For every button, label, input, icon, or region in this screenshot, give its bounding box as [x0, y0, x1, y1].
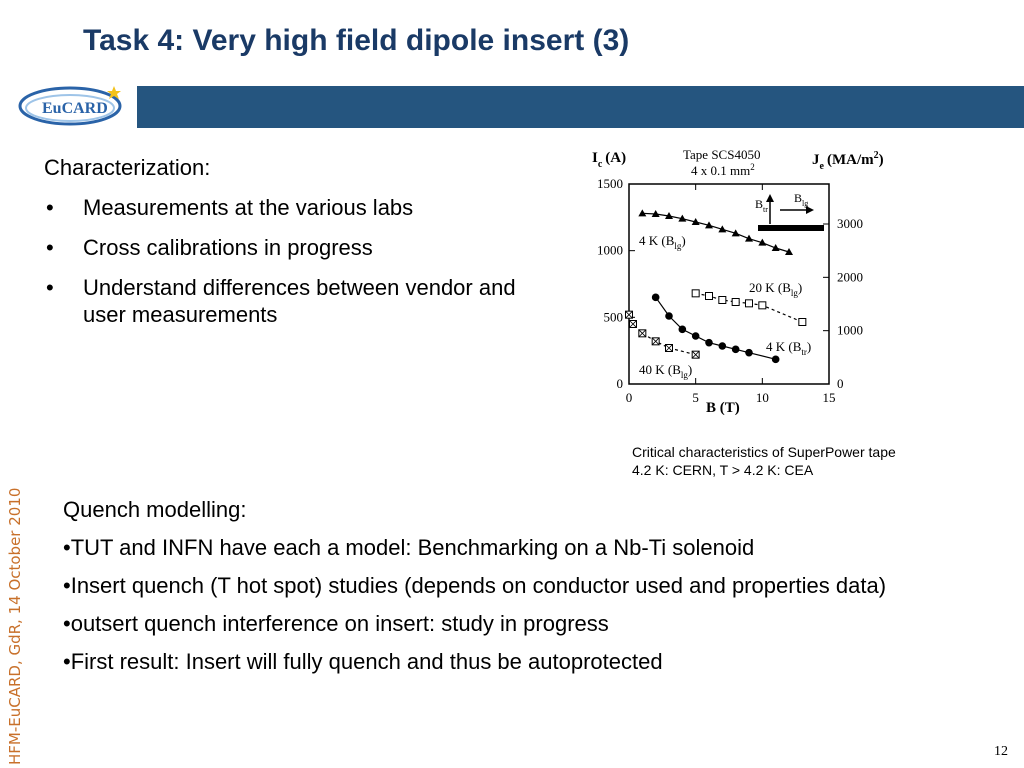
triangle-marker	[745, 234, 753, 242]
quench-item: •First result: Insert will fully quench …	[63, 649, 663, 674]
bullet-dot: •	[46, 275, 54, 300]
crossed-square-cross	[625, 310, 633, 319]
figure-caption: Critical characteristics of SuperPower t…	[632, 443, 896, 479]
page-number: 12	[994, 744, 1008, 759]
x-tick-label: 10	[756, 390, 769, 405]
triangle-marker	[758, 238, 767, 246]
crossed-square-marker	[638, 329, 647, 338]
quench-heading: Quench modelling:	[63, 497, 247, 522]
field-orientation-inset: Btr Blg	[755, 191, 824, 231]
y-right-tick-label: 3000	[837, 216, 863, 231]
characterization-heading: Characterization:	[44, 155, 211, 180]
circle-marker	[731, 345, 740, 354]
crossed-square-marker	[625, 310, 633, 319]
triangle-marker	[665, 212, 673, 219]
series-label-40k-blg: 40 K (Blg)	[639, 362, 692, 380]
y-right-tick-label: 2000	[837, 269, 863, 284]
crossed-square-cross	[665, 344, 673, 352]
triangle-marker	[705, 221, 713, 229]
quench-item: •outsert quench interference on insert: …	[63, 611, 609, 636]
triangle-marker	[638, 209, 647, 217]
header-banner	[137, 86, 1024, 128]
series-label-20k-blg: 20 K (Blg)	[749, 280, 802, 298]
characterization-bullet: • Cross calibrations in progress	[44, 234, 553, 261]
x-tick-label: 0	[626, 390, 633, 405]
logo-text: EuCARD	[42, 100, 108, 117]
caption-line-2: 4.2 K: CERN, T > 4.2 K: CEA	[632, 462, 814, 478]
bullet-dot: •	[46, 235, 54, 260]
crossed-square-marker	[629, 320, 637, 328]
triangle-marker	[691, 218, 700, 225]
circle-marker	[651, 293, 660, 302]
triangle-marker	[678, 214, 687, 222]
square-marker	[731, 298, 740, 306]
arrowhead-b-tr	[766, 194, 774, 202]
quench-item: •TUT and INFN have each a model: Benchma…	[63, 535, 755, 560]
square-marker	[758, 301, 767, 310]
side-footer-text: HFM-EuCARD, GdR, 14 October 2010	[6, 487, 24, 765]
square-marker	[705, 292, 713, 300]
inset-title-line1: Tape SCS4050	[683, 147, 760, 162]
label-b-tr: Btr	[755, 197, 768, 214]
characterization-bullet: • Measurements at the various labs	[44, 194, 553, 221]
crossed-square-cross	[629, 320, 637, 328]
circle-marker	[718, 342, 727, 350]
square-marker	[691, 289, 700, 298]
x-axis-label: B (T)	[706, 400, 740, 416]
crossed-square-cross	[691, 350, 700, 359]
crossed-square-cross	[638, 329, 647, 338]
quench-section: Quench modelling: •TUT and INFN have eac…	[63, 496, 1003, 686]
crossed-square-cross	[651, 337, 660, 346]
characterization-section: Characterization: • Measurements at the v…	[44, 154, 553, 341]
crossed-square-marker	[651, 337, 660, 346]
triangle-marker	[718, 225, 727, 233]
x-tick-label: 15	[823, 390, 836, 405]
caption-line-1: Critical characteristics of SuperPower t…	[632, 444, 896, 460]
y-tick-label: 1000	[597, 243, 623, 258]
y-tick-label: 0	[617, 376, 624, 391]
circle-marker	[691, 332, 700, 340]
left-axis-label: Ic (A)	[592, 150, 626, 170]
label-b-lg: Blg	[794, 191, 808, 208]
crossed-square-marker	[665, 344, 673, 352]
triangle-marker	[771, 244, 780, 251]
x-tick-label: 5	[692, 390, 699, 405]
circle-marker	[771, 355, 780, 364]
circle-marker	[665, 312, 673, 320]
triangle-marker	[651, 210, 660, 217]
bullet-dot: •	[46, 195, 54, 220]
quench-item: •Insert quench (T hot spot) studies (dep…	[63, 573, 887, 598]
y-tick-label: 1500	[597, 176, 623, 191]
circle-marker	[705, 338, 713, 347]
bullet-text: Cross calibrations in progress	[83, 235, 373, 260]
circle-marker	[745, 348, 753, 357]
square-marker	[718, 296, 727, 304]
square-marker	[745, 299, 753, 308]
bullet-text: Measurements at the various labs	[83, 195, 414, 220]
plot-frame	[628, 183, 830, 385]
bullet-text: Understand differences between vendor an…	[83, 275, 516, 327]
inset-title-line2: 4 x 0.1 mm2	[691, 162, 755, 178]
series-line-2	[655, 296, 776, 360]
triangle-marker	[785, 248, 793, 255]
y-right-tick-label: 1000	[837, 323, 863, 338]
tape-bar	[758, 225, 824, 231]
right-axis-label: Je (MA/m2)	[812, 150, 884, 172]
triangle-marker	[731, 229, 740, 237]
y-tick-label: 500	[604, 309, 624, 324]
circle-marker	[678, 325, 687, 334]
slide-title: Task 4: Very high field dipole insert (3…	[83, 24, 630, 57]
square-marker	[798, 318, 807, 326]
y-right-tick-label: 0	[837, 376, 844, 391]
eucard-logo: EuCARD	[18, 86, 122, 126]
characterization-bullet: • Understand differences between vendor a…	[44, 274, 538, 328]
arrowhead-b-lg	[806, 206, 814, 214]
crossed-square-marker	[691, 350, 700, 359]
series-label-4k-blg: 4 K (Blg)	[639, 233, 686, 251]
series-label-4k-btr: 4 K (Btr)	[766, 339, 811, 357]
